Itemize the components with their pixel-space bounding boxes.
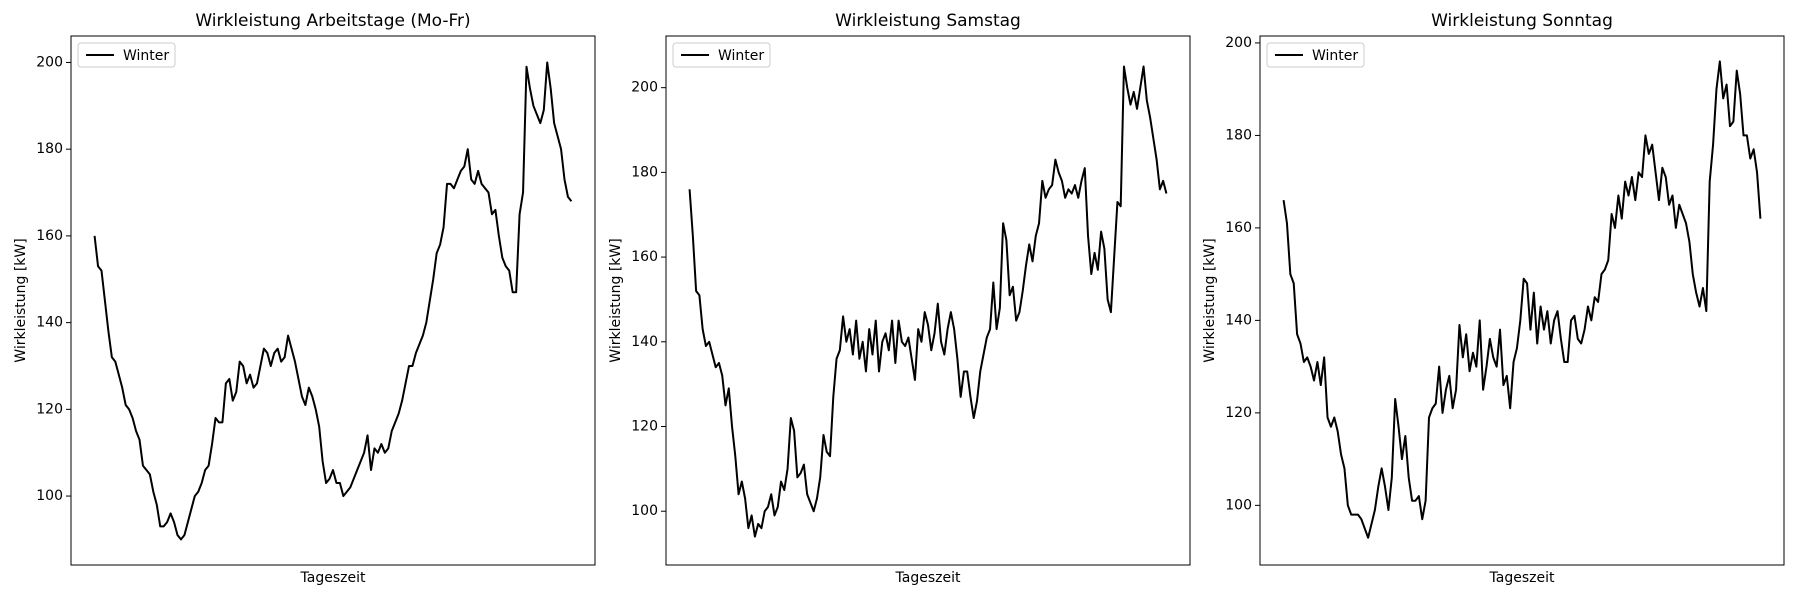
y-axis-label: Wirkleistung [kW] (13, 238, 29, 362)
y-tick-label: 200 (36, 54, 63, 70)
y-tick-label: 120 (1225, 405, 1252, 421)
y-tick-label: 180 (1225, 127, 1252, 143)
y-tick-label: 160 (1225, 220, 1252, 236)
chart-title: Wirkleistung Samstag (835, 11, 1021, 31)
y-tick-label: 100 (631, 503, 658, 519)
y-tick-label: 140 (36, 315, 63, 331)
y-tick-label: 180 (36, 141, 63, 157)
legend-label: Winter (718, 48, 764, 64)
legend-box (1266, 42, 1365, 68)
x-axis-label: Tageszeit (1489, 570, 1555, 586)
chart-title: Wirkleistung Sonntag (1431, 11, 1613, 31)
y-tick-label: 100 (1225, 497, 1252, 513)
y-tick-label: 200 (631, 80, 658, 96)
x-axis-label: Tageszeit (895, 570, 961, 586)
data-line (1282, 60, 1762, 539)
data-line (688, 65, 1168, 538)
legend-box (77, 42, 176, 68)
y-tick-label: 160 (631, 249, 658, 265)
y-axis-label: Wirkleistung [kW] (608, 238, 624, 362)
y-tick-label: 160 (36, 228, 63, 244)
y-tick-label: 120 (36, 401, 63, 417)
chart-title: Wirkleistung Arbeitstage (Mo-Fr) (195, 11, 470, 31)
x-axis-label: Tageszeit (300, 570, 366, 586)
y-tick-label: 200 (1225, 35, 1252, 51)
plot-frame (665, 35, 1191, 566)
plot-frame (1259, 35, 1785, 566)
y-tick-label: 140 (1225, 312, 1252, 328)
y-tick-label: 120 (631, 419, 658, 435)
y-tick-label: 140 (631, 334, 658, 350)
data-line (93, 61, 573, 541)
legend-label: Winter (1312, 48, 1358, 64)
y-tick-label: 100 (36, 488, 63, 504)
legend-label: Winter (123, 48, 169, 64)
plot-frame (70, 35, 596, 566)
legend-box (672, 42, 771, 68)
y-axis-label: Wirkleistung [kW] (1202, 238, 1218, 362)
y-tick-label: 180 (631, 164, 658, 180)
